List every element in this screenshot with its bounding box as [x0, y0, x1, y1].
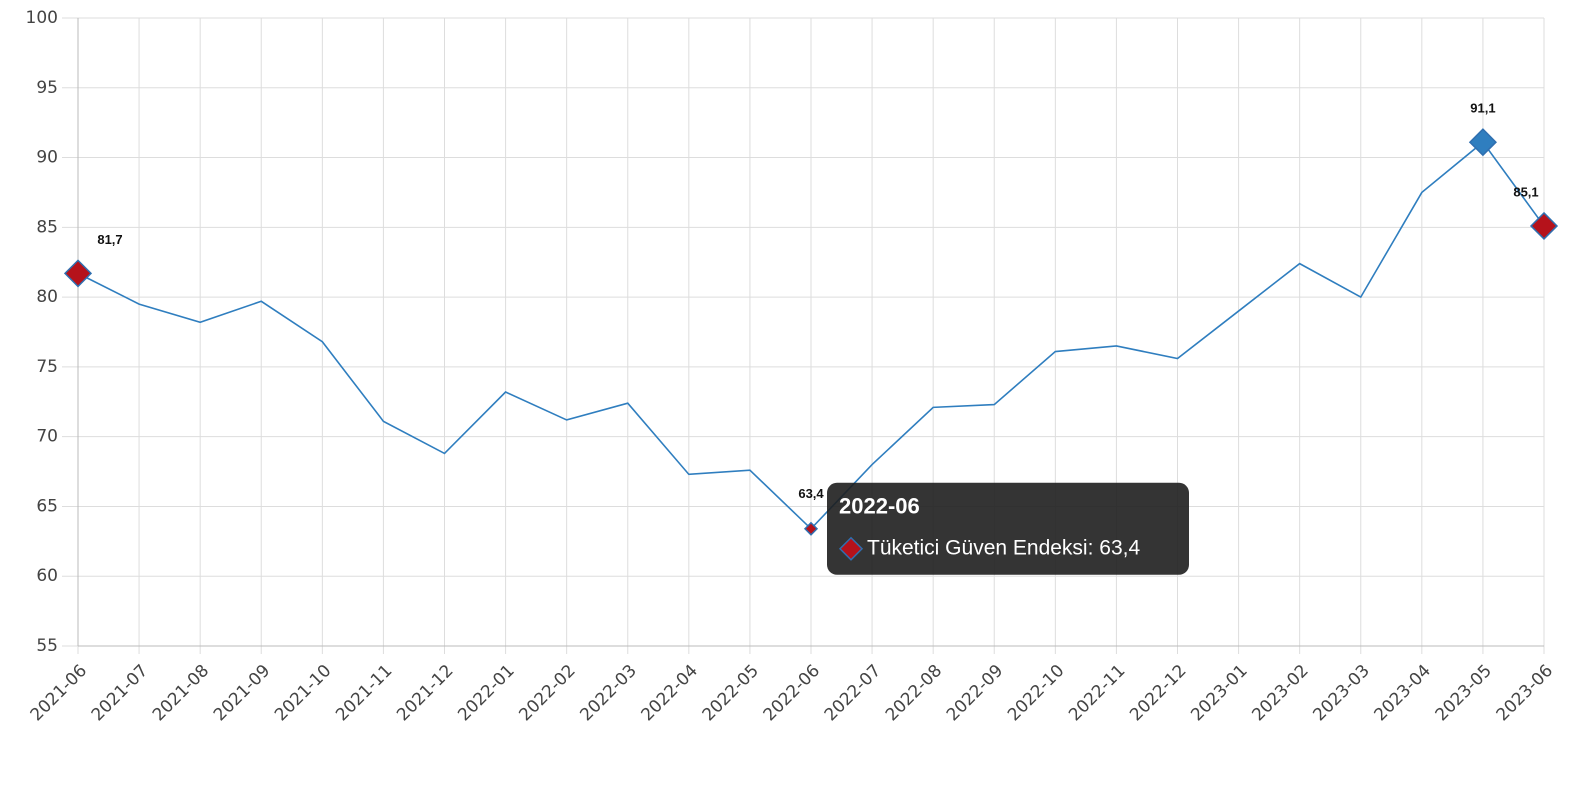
x-tick-label: 2022-11: [1065, 661, 1129, 725]
y-tick-label: 95: [36, 78, 58, 98]
y-tick-label: 55: [36, 636, 58, 656]
point: [63, 259, 93, 288]
x-tick-label: 2022-12: [1126, 661, 1190, 725]
y-tick-label: 60: [36, 566, 58, 586]
tooltip-title: 2022-06: [839, 494, 920, 519]
x-tick-label: 2022-10: [1004, 661, 1068, 725]
x-tick-label: 2022-03: [576, 661, 640, 725]
data-label: 81,7: [97, 232, 122, 247]
x-tick-label: 2021-09: [210, 661, 274, 725]
y-tick-label: 75: [36, 357, 58, 377]
x-tick-label: 2023-01: [1187, 661, 1251, 725]
point: [1468, 128, 1497, 157]
x-tick-label: 2021-07: [88, 661, 152, 725]
y-tick-label: 85: [36, 217, 58, 237]
x-tick-label: 2023-03: [1309, 661, 1373, 725]
x-tick-label: 2022-02: [515, 661, 579, 725]
x-tick-label: 2023-05: [1432, 661, 1496, 725]
point: [1529, 211, 1559, 240]
y-tick-label: 90: [36, 148, 58, 168]
x-tick-label: 2021-06: [27, 661, 91, 725]
x-tick-label: 2023-06: [1493, 661, 1557, 725]
x-tick-label: 2022-07: [821, 661, 885, 725]
y-tick-label: 80: [36, 287, 58, 307]
x-tick-label: 2022-01: [454, 661, 518, 725]
data-label: 63,4: [798, 486, 824, 501]
tooltip-box: [827, 482, 1189, 575]
y-tick-label: 70: [36, 427, 58, 447]
x-tick-label: 2022-05: [699, 661, 763, 725]
tooltip-swatch: [838, 536, 864, 561]
point: [803, 521, 819, 536]
tooltip-text: Tüketici Güven Endeksi: 63,4: [867, 536, 1140, 559]
x-tick-label: 2023-04: [1371, 661, 1435, 725]
y-tick-label: 65: [36, 496, 58, 516]
x-tick-label: 2021-08: [149, 661, 213, 725]
x-tick-label: 2021-11: [332, 661, 396, 725]
x-tick-label: 2022-06: [760, 661, 824, 725]
x-tick-label: 2022-04: [638, 661, 702, 725]
y-tick-label: 100: [26, 8, 58, 28]
x-tick-label: 2022-09: [943, 661, 1007, 725]
data-label: 91,1: [1470, 101, 1495, 116]
data-label: 85,1: [1513, 184, 1538, 199]
x-tick-label: 2021-10: [271, 661, 335, 725]
x-tick-label: 2023-02: [1248, 661, 1312, 725]
x-tick-label: 2022-08: [882, 661, 946, 725]
x-tick-label: 2021-12: [393, 661, 457, 725]
